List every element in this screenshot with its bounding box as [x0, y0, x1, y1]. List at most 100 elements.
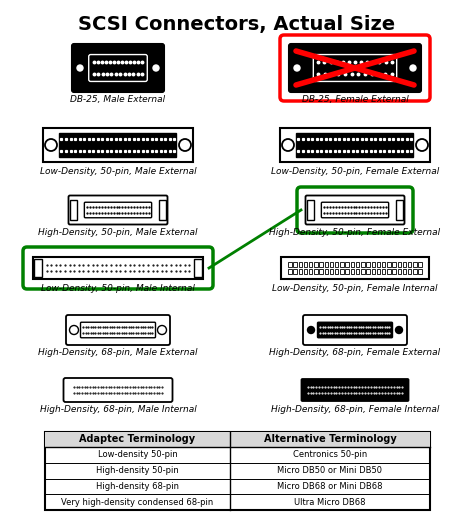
Text: Adaptec Terminology: Adaptec Terminology [79, 435, 195, 445]
Bar [361, 262, 365, 267]
Text: Micro DB50 or Mini DB50: Micro DB50 or Mini DB50 [277, 466, 383, 475]
Bar [43, 128, 193, 162]
Bar [396, 200, 403, 220]
Bar [309, 269, 312, 274]
Bar [403, 262, 406, 267]
Circle shape [410, 65, 416, 71]
Text: Ultra Micro DB68: Ultra Micro DB68 [294, 498, 365, 507]
Text: Centronics 50-pin: Centronics 50-pin [293, 450, 367, 459]
Bar [194, 259, 202, 277]
Bar [297, 133, 413, 156]
Bar [293, 269, 297, 274]
Circle shape [153, 65, 159, 71]
Text: DB-25, Female External: DB-25, Female External [301, 95, 409, 104]
Bar [159, 200, 166, 220]
FancyBboxPatch shape [84, 202, 152, 218]
Bar [325, 269, 328, 274]
Bar [408, 269, 411, 274]
Bar [392, 269, 396, 274]
Bar [288, 269, 292, 274]
Bar [351, 262, 354, 267]
Text: DB-25, Male External: DB-25, Male External [71, 95, 165, 104]
Bar [325, 262, 328, 267]
Bar [340, 269, 344, 274]
Bar [366, 269, 370, 274]
FancyBboxPatch shape [301, 379, 409, 401]
Bar [377, 269, 380, 274]
Bar [387, 262, 391, 267]
Text: High-density 50-pin: High-density 50-pin [96, 466, 179, 475]
Bar [419, 269, 422, 274]
Bar [281, 257, 429, 279]
Circle shape [294, 65, 300, 71]
Bar [45, 432, 430, 447]
Bar [330, 262, 333, 267]
Bar [314, 262, 318, 267]
Bar [335, 269, 338, 274]
FancyBboxPatch shape [72, 44, 164, 92]
Bar [299, 269, 302, 274]
FancyBboxPatch shape [303, 315, 407, 345]
Text: Low-density 50-pin: Low-density 50-pin [98, 450, 177, 459]
FancyBboxPatch shape [289, 44, 421, 92]
Bar [408, 262, 411, 267]
Text: High-Density, 68-pin, Male External: High-Density, 68-pin, Male External [38, 348, 198, 357]
Bar [309, 262, 312, 267]
Text: High-Density, 68-pin, Female Internal: High-Density, 68-pin, Female Internal [271, 405, 439, 414]
Bar [314, 269, 318, 274]
Text: Low-Density, 50-pin, Female External: Low-Density, 50-pin, Female External [271, 167, 439, 176]
Circle shape [308, 327, 315, 333]
Bar [419, 262, 422, 267]
Text: Alternative Terminology: Alternative Terminology [264, 435, 396, 445]
Bar [382, 269, 385, 274]
Bar [398, 269, 401, 274]
FancyBboxPatch shape [321, 202, 389, 218]
Bar [351, 269, 354, 274]
Text: High-density 68-pin: High-density 68-pin [96, 482, 179, 491]
FancyBboxPatch shape [64, 378, 173, 402]
Bar [398, 262, 401, 267]
Text: Low-Density, 50-pin, Male Internal: Low-Density, 50-pin, Male Internal [41, 284, 195, 293]
Bar [299, 262, 302, 267]
FancyBboxPatch shape [81, 322, 155, 338]
Bar [356, 269, 359, 274]
Bar [382, 262, 385, 267]
Bar [307, 200, 314, 220]
Bar [45, 432, 430, 510]
Bar [60, 133, 176, 156]
Text: High-Density, 50-pin, Female External: High-Density, 50-pin, Female External [269, 228, 440, 237]
Bar [413, 262, 417, 267]
Bar [280, 128, 430, 162]
Bar [335, 262, 338, 267]
Bar [413, 269, 417, 274]
Circle shape [395, 327, 402, 333]
Bar [403, 269, 406, 274]
Bar [319, 262, 323, 267]
Bar [304, 269, 307, 274]
Bar [293, 262, 297, 267]
FancyBboxPatch shape [69, 195, 167, 225]
Bar [361, 269, 365, 274]
Bar [288, 262, 292, 267]
Bar [392, 262, 396, 267]
FancyBboxPatch shape [313, 55, 397, 81]
Bar [330, 269, 333, 274]
Text: High-Density, 68-pin, Male Internal: High-Density, 68-pin, Male Internal [40, 405, 196, 414]
FancyBboxPatch shape [306, 195, 404, 225]
Bar [372, 269, 375, 274]
FancyBboxPatch shape [89, 55, 147, 81]
Text: Very high-density condensed 68-pin: Very high-density condensed 68-pin [61, 498, 213, 507]
Text: Low-Density, 50-pin, Female Internal: Low-Density, 50-pin, Female Internal [272, 284, 438, 293]
Bar [70, 200, 77, 220]
Bar [377, 262, 380, 267]
Bar [304, 262, 307, 267]
Bar [346, 269, 349, 274]
Bar [372, 262, 375, 267]
Text: Low-Density, 50-pin, Male External: Low-Density, 50-pin, Male External [40, 167, 196, 176]
FancyBboxPatch shape [318, 322, 392, 338]
Bar [387, 269, 391, 274]
Text: High-Density, 68-pin, Female External: High-Density, 68-pin, Female External [269, 348, 440, 357]
Bar [366, 262, 370, 267]
Text: Micro DB68 or Mini DB68: Micro DB68 or Mini DB68 [277, 482, 383, 491]
Text: High-Density, 50-pin, Male External: High-Density, 50-pin, Male External [38, 228, 198, 237]
